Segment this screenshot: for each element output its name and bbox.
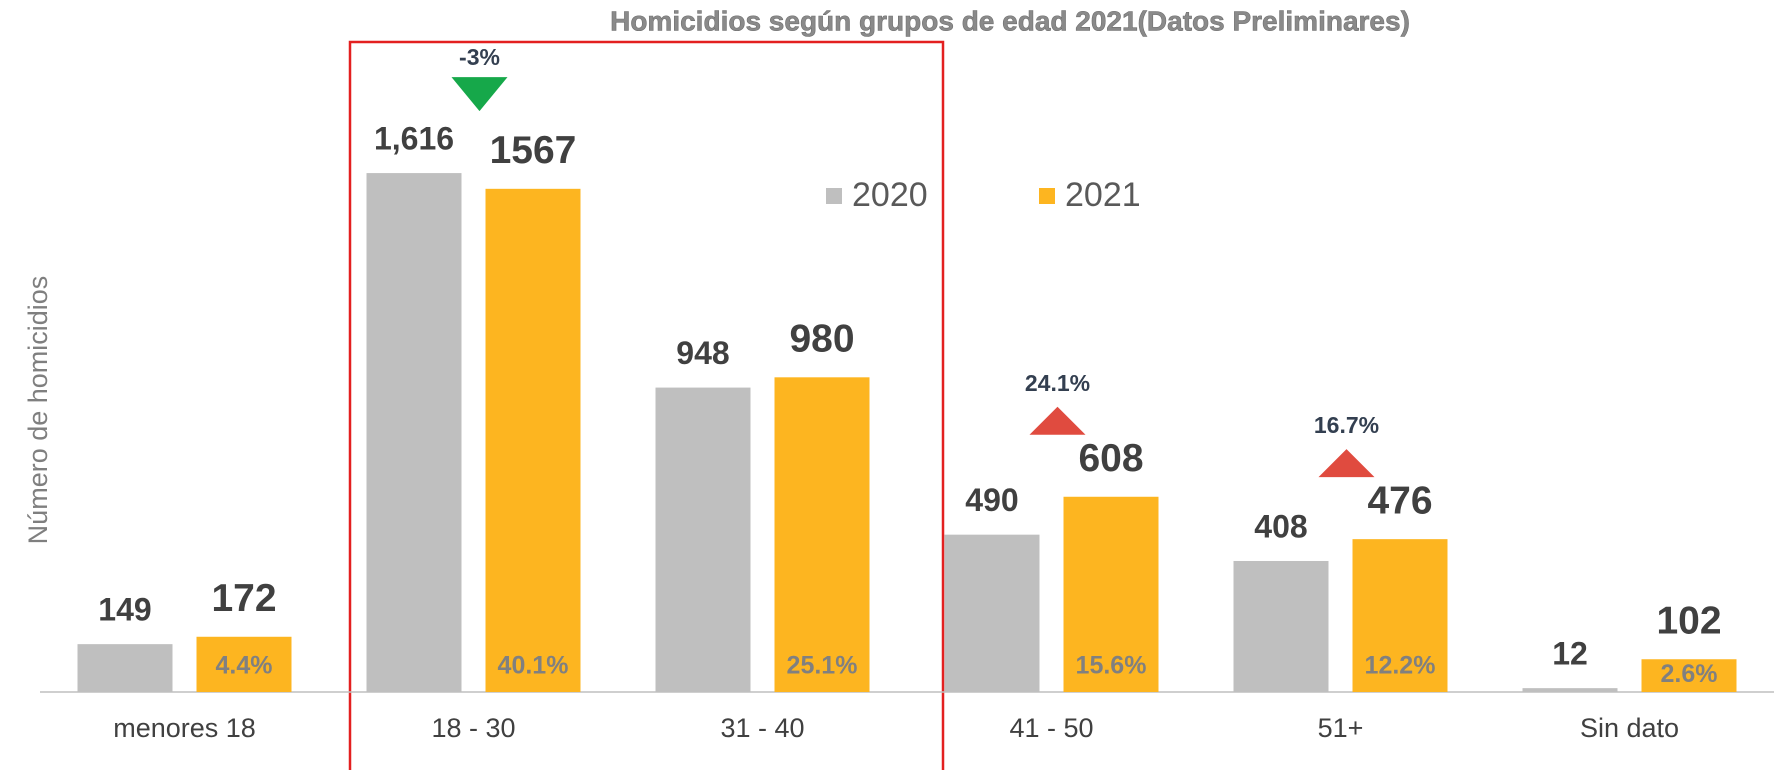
- highlight-box: [348, 40, 945, 770]
- bar: [944, 534, 1040, 692]
- x-tick-label: menores 18: [113, 713, 256, 743]
- share-label: 15.6%: [1076, 652, 1147, 680]
- bar: [366, 173, 462, 692]
- legend-label: 2020: [852, 176, 928, 214]
- legend-swatch: [826, 188, 842, 204]
- x-tick-label: 31 - 40: [720, 713, 804, 743]
- x-tick-label: 51+: [1318, 713, 1364, 743]
- legend-label: 2021: [1065, 176, 1141, 214]
- share-label: 4.4%: [216, 652, 273, 680]
- value-label: 1,616: [374, 121, 454, 157]
- value-label: 608: [1078, 437, 1143, 480]
- value-label: 476: [1367, 479, 1432, 522]
- change-arrow: [1029, 406, 1086, 435]
- value-label: 408: [1254, 508, 1307, 544]
- value-label: 1567: [490, 129, 577, 172]
- share-label: 25.1%: [787, 652, 858, 680]
- bar: [774, 377, 870, 692]
- share-label: 12.2%: [1365, 652, 1436, 680]
- bar: [655, 387, 751, 692]
- change-label: -3%: [459, 44, 500, 70]
- change-arrow: [451, 77, 508, 112]
- x-tick-label: 18 - 30: [431, 713, 515, 743]
- x-tick-label: 41 - 50: [1009, 713, 1093, 743]
- value-label: 172: [211, 577, 276, 620]
- bar: [1522, 688, 1618, 692]
- value-label: 490: [965, 482, 1018, 518]
- value-label: 102: [1656, 600, 1721, 643]
- change-label: 24.1%: [1025, 370, 1090, 396]
- bar: [1352, 539, 1448, 692]
- value-label: 980: [789, 318, 854, 361]
- value-label: 12: [1552, 636, 1588, 672]
- share-label: 2.6%: [1661, 660, 1718, 688]
- legend-swatch: [1039, 188, 1055, 204]
- bar: [196, 636, 292, 692]
- bar: [1233, 560, 1329, 692]
- x-tick-label: Sin dato: [1580, 713, 1679, 743]
- value-label: 948: [676, 335, 729, 371]
- y-axis-label: Número de homicidios: [23, 276, 53, 545]
- bar: [485, 188, 581, 692]
- value-label: 149: [98, 592, 151, 628]
- change-label: 16.7%: [1314, 412, 1379, 438]
- share-label: 40.1%: [498, 652, 569, 680]
- bar: [1641, 659, 1737, 692]
- bar: [77, 644, 173, 692]
- bar: [1063, 496, 1159, 692]
- chart-title: Homicidios según grupos de edad 2021(Dat…: [610, 5, 1410, 36]
- change-arrow: [1318, 449, 1375, 478]
